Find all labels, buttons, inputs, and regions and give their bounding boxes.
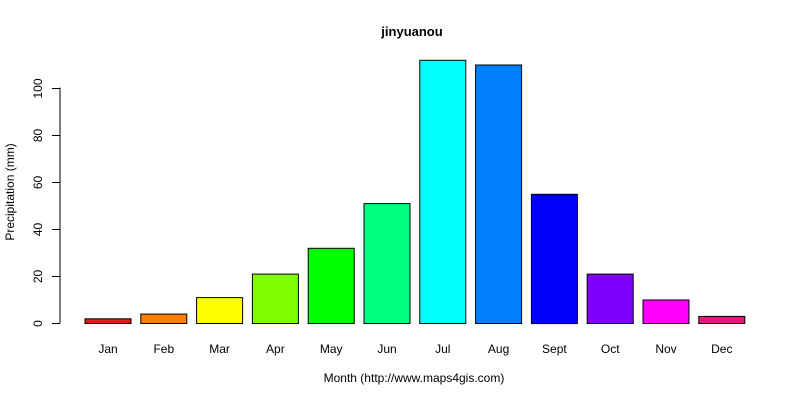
y-tick-label-20: 20 — [31, 270, 45, 284]
x-tick-label-nov: Nov — [655, 342, 676, 356]
x-tick-label-oct: Oct — [601, 342, 620, 356]
x-tick-label-mar: Mar — [209, 342, 230, 356]
x-tick-label-jan: Jan — [98, 342, 117, 356]
bars-group — [84, 59, 746, 325]
y-tick-labels: 0 20 40 60 80 100 — [31, 78, 60, 327]
x-tick-label-sept: Sept — [542, 342, 567, 356]
x-axis-label: Month (http://www.maps4gis.com) — [324, 371, 505, 385]
bar-sept — [530, 193, 578, 325]
x-tick-label-aug: Aug — [488, 342, 509, 356]
x-tick-label-jul: Jul — [435, 342, 450, 356]
bar-mar — [196, 297, 244, 325]
bar-apr — [251, 273, 299, 325]
y-tick-label-60: 60 — [31, 176, 45, 190]
bar-dec — [698, 315, 746, 324]
bar-aug — [475, 64, 523, 324]
chart-title: jinyuanou — [380, 24, 442, 39]
bar-jun — [363, 203, 411, 325]
y-tick-label-80: 80 — [31, 129, 45, 143]
y-axis-label: Precipitation (mm) — [3, 143, 17, 240]
x-tick-labels: Jan Feb Mar Apr May Jun Jul Aug Sept Oct Nov Dec — [98, 342, 732, 356]
x-tick-label-jun: Jun — [377, 342, 396, 356]
bar-may — [307, 247, 355, 324]
x-tick-label-apr: Apr — [266, 342, 285, 356]
x-tick-label-dec: Dec — [711, 342, 732, 356]
y-tick-label-40: 40 — [31, 223, 45, 237]
y-tick-label-0: 0 — [31, 320, 45, 327]
bar-oct — [586, 273, 634, 325]
y-tick-label-100: 100 — [31, 78, 45, 98]
bar-nov — [642, 299, 690, 324]
x-tick-label-feb: Feb — [153, 342, 174, 356]
bar-feb — [140, 313, 188, 325]
bar-jul — [419, 59, 467, 325]
bar-jan — [84, 318, 132, 324]
x-tick-label-may: May — [320, 342, 343, 356]
